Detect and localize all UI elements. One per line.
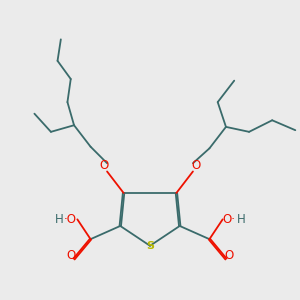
Text: O: O	[192, 159, 201, 172]
Text: O: O	[66, 249, 75, 262]
Text: ·O: ·O	[64, 213, 77, 226]
Text: O: O	[99, 159, 108, 172]
Text: S: S	[146, 241, 154, 251]
Text: O: O	[225, 249, 234, 262]
Text: H: H	[236, 213, 245, 226]
Text: O·: O·	[223, 213, 236, 226]
Text: H: H	[55, 213, 64, 226]
